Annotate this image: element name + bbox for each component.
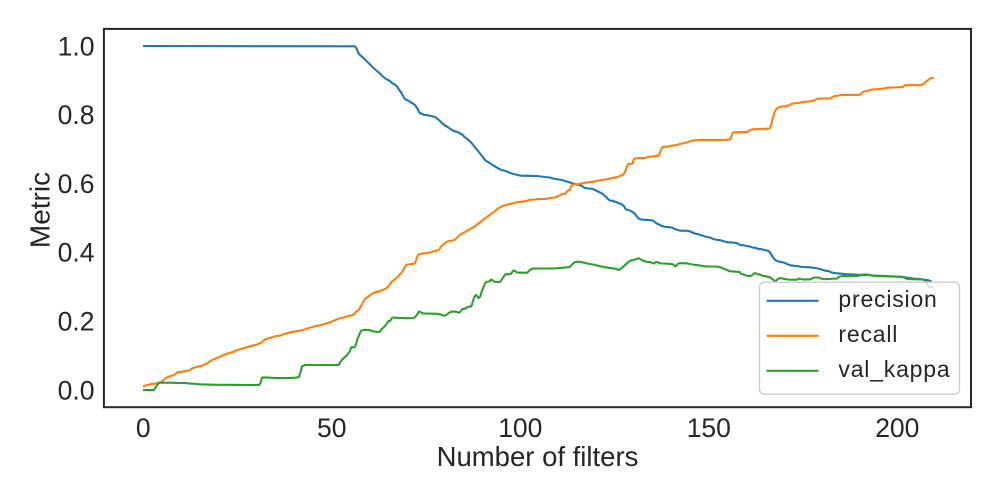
svg-text:recall: recall	[838, 321, 898, 347]
svg-text:150: 150	[687, 413, 731, 443]
svg-text:Number of filters: Number of filters	[437, 441, 639, 472]
svg-text:1.0: 1.0	[58, 31, 95, 61]
svg-text:0.6: 0.6	[58, 169, 95, 199]
svg-text:0.4: 0.4	[58, 238, 95, 268]
svg-text:0: 0	[136, 413, 151, 443]
svg-text:0.8: 0.8	[58, 100, 95, 130]
svg-text:100: 100	[498, 413, 542, 443]
svg-text:0.2: 0.2	[58, 307, 95, 337]
svg-text:200: 200	[875, 413, 919, 443]
svg-text:precision: precision	[838, 286, 937, 312]
svg-text:Metric: Metric	[25, 172, 56, 248]
svg-text:50: 50	[317, 413, 346, 443]
svg-text:0.0: 0.0	[58, 375, 95, 405]
svg-text:val_kappa: val_kappa	[838, 356, 950, 382]
